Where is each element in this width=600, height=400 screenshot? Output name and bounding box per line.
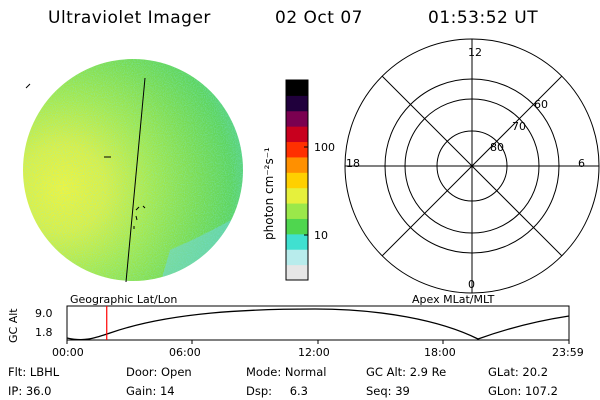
colorbar-segment xyxy=(286,187,308,204)
colorbar-segment xyxy=(286,264,308,281)
time-tick-1800: 18:00 xyxy=(424,346,456,359)
info-filter: Flt: LBHL xyxy=(8,365,60,379)
info-gain: Gain: 14 xyxy=(126,384,175,398)
colorbar-segment xyxy=(286,110,308,127)
colorbar-segment xyxy=(286,233,308,250)
mlt-label-12: 12 xyxy=(468,46,482,59)
colorbar-segment xyxy=(286,141,308,158)
apex-label: Apex MLat/MLT xyxy=(412,293,495,306)
colorbar-segment xyxy=(286,80,308,96)
instrument-title: Ultraviolet Imager xyxy=(48,8,211,28)
info-gc-alt: GC Alt: 2.9 Re xyxy=(366,365,447,379)
time-tick-1200: 12:00 xyxy=(298,346,330,359)
polar-mlt-plot xyxy=(344,38,600,294)
altitude-ytick-max: 9.0 xyxy=(35,307,53,320)
colorbar-segment xyxy=(286,203,308,219)
colorbar-segment xyxy=(286,95,308,112)
info-glon: GLon: 107.2 xyxy=(488,384,558,398)
image-date: 02 Oct 07 xyxy=(275,8,363,28)
time-tick-2359: 23:59 xyxy=(552,346,584,359)
colorbar-segment xyxy=(286,172,308,189)
altitude-ytick-min: 1.8 xyxy=(35,326,53,339)
info-mode: Mode: Normal xyxy=(246,365,327,379)
altitude-ylabel: GC Alt xyxy=(7,308,20,343)
earth-disk-image xyxy=(23,59,243,283)
info-ip: IP: 36.0 xyxy=(8,384,52,398)
mlt-label-6: 6 xyxy=(578,157,585,170)
lat-label-70: 70 xyxy=(512,120,526,133)
colorbar xyxy=(285,79,309,281)
colorbar-tick-100: 100 xyxy=(314,141,335,154)
colorbar-segment xyxy=(286,249,308,266)
time-tick-0600: 06:00 xyxy=(169,346,201,359)
info-glat: GLat: 20.2 xyxy=(488,365,549,379)
colorbar-segment xyxy=(286,156,308,173)
lat-label-80: 80 xyxy=(490,141,504,154)
info-dsp: Dsp: 6.3 xyxy=(246,384,308,398)
altitude-plot-frame xyxy=(66,305,570,341)
colorbar-segment xyxy=(286,126,308,143)
altitude-curve xyxy=(66,308,570,341)
info-door: Door: Open xyxy=(126,365,192,379)
info-seq: Seq: 39 xyxy=(366,384,410,398)
colorbar-tick-10: 10 xyxy=(314,229,328,242)
colorbar-segment xyxy=(286,218,308,235)
geographic-label: Geographic Lat/Lon xyxy=(70,293,178,306)
altitude-plot xyxy=(66,305,570,344)
lat-label-60: 60 xyxy=(534,98,548,111)
time-tick-0000: 00:00 xyxy=(52,346,84,359)
mlt-label-0: 0 xyxy=(468,278,475,291)
colorbar-unit-label: photon cm⁻²s⁻¹ xyxy=(262,147,276,240)
image-time: 01:53:52 UT xyxy=(428,8,539,28)
mlt-label-18: 18 xyxy=(346,157,360,170)
colorbar-frame xyxy=(285,79,309,281)
